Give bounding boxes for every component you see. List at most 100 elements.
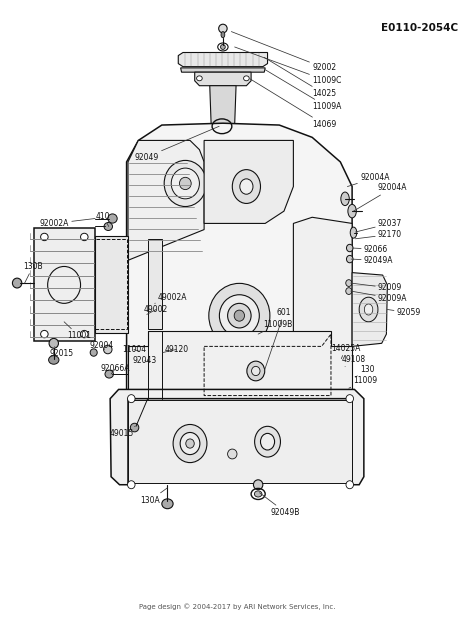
Ellipse shape [49, 355, 59, 364]
Ellipse shape [103, 345, 112, 354]
Polygon shape [195, 72, 251, 85]
Ellipse shape [247, 361, 264, 381]
Text: 92059: 92059 [387, 308, 421, 317]
Ellipse shape [346, 245, 353, 252]
Polygon shape [293, 217, 352, 353]
Ellipse shape [180, 177, 191, 189]
Polygon shape [128, 141, 204, 261]
Text: 11001: 11001 [64, 322, 91, 340]
Text: 92043: 92043 [133, 356, 157, 365]
Polygon shape [181, 68, 265, 72]
Text: 92015: 92015 [49, 347, 73, 358]
Ellipse shape [219, 295, 259, 337]
Ellipse shape [261, 433, 274, 450]
Text: 11009C: 11009C [235, 47, 342, 85]
Text: 92004A: 92004A [354, 183, 408, 211]
Text: 11004: 11004 [122, 345, 146, 354]
Polygon shape [204, 141, 293, 223]
Ellipse shape [346, 395, 354, 402]
Text: 92170: 92170 [356, 230, 402, 239]
Polygon shape [148, 240, 162, 329]
Ellipse shape [254, 480, 263, 490]
Ellipse shape [90, 349, 97, 356]
Text: 130A: 130A [141, 488, 167, 504]
Ellipse shape [81, 331, 88, 338]
Polygon shape [95, 236, 128, 333]
Polygon shape [127, 123, 352, 402]
Polygon shape [128, 400, 352, 483]
Text: 92066A: 92066A [101, 364, 130, 374]
Ellipse shape [365, 304, 373, 315]
Text: 601: 601 [264, 308, 292, 371]
Text: 92002: 92002 [231, 32, 336, 72]
Ellipse shape [346, 288, 352, 295]
Ellipse shape [234, 310, 245, 321]
Text: 130B: 130B [23, 262, 43, 283]
Ellipse shape [341, 192, 349, 206]
Text: 92004: 92004 [89, 340, 113, 350]
Ellipse shape [128, 395, 135, 402]
Text: 11009A: 11009A [265, 70, 342, 111]
Ellipse shape [255, 491, 262, 497]
Ellipse shape [219, 24, 227, 33]
Text: 92002A: 92002A [40, 219, 95, 228]
Ellipse shape [252, 366, 260, 376]
Polygon shape [352, 272, 387, 347]
Ellipse shape [173, 425, 207, 462]
Polygon shape [128, 331, 352, 402]
Ellipse shape [81, 233, 88, 241]
Text: 130: 130 [356, 365, 374, 377]
Ellipse shape [128, 481, 135, 489]
Ellipse shape [350, 227, 357, 238]
Text: 92049: 92049 [135, 126, 219, 162]
Text: 49002: 49002 [144, 305, 168, 314]
Text: E0110-2054C: E0110-2054C [381, 23, 458, 33]
Text: 49015: 49015 [109, 426, 135, 438]
Text: 92009A: 92009A [351, 291, 408, 303]
Ellipse shape [180, 433, 200, 454]
Ellipse shape [359, 297, 378, 322]
Ellipse shape [232, 170, 261, 204]
Ellipse shape [220, 45, 225, 50]
Text: 92037: 92037 [356, 219, 402, 232]
Ellipse shape [41, 233, 48, 241]
Polygon shape [210, 85, 236, 125]
Polygon shape [178, 53, 267, 67]
Text: 92066: 92066 [352, 245, 388, 254]
Polygon shape [110, 389, 364, 485]
Ellipse shape [348, 204, 356, 218]
Text: Page design © 2004-2017 by ARI Network Services, Inc.: Page design © 2004-2017 by ARI Network S… [139, 603, 335, 610]
Ellipse shape [228, 449, 237, 459]
Ellipse shape [12, 278, 22, 288]
Ellipse shape [228, 303, 251, 328]
Ellipse shape [221, 32, 225, 38]
Text: 92009: 92009 [351, 283, 402, 293]
Ellipse shape [255, 426, 281, 457]
Ellipse shape [130, 423, 139, 432]
Text: 14069: 14069 [250, 79, 337, 129]
Text: 49002A: 49002A [155, 293, 188, 303]
Ellipse shape [41, 331, 48, 338]
Ellipse shape [186, 439, 194, 448]
Ellipse shape [162, 499, 173, 509]
Text: 11009B: 11009B [258, 320, 292, 334]
Ellipse shape [171, 168, 200, 199]
Ellipse shape [244, 76, 249, 81]
Ellipse shape [104, 222, 112, 230]
Ellipse shape [105, 370, 113, 378]
Text: 14025A: 14025A [331, 344, 360, 358]
Polygon shape [34, 228, 95, 342]
Ellipse shape [164, 160, 207, 207]
Ellipse shape [209, 284, 270, 348]
Text: 92049B: 92049B [260, 493, 300, 517]
Text: 92049A: 92049A [351, 256, 393, 265]
Ellipse shape [49, 339, 58, 348]
Text: 49120: 49120 [163, 345, 188, 354]
Ellipse shape [197, 76, 202, 81]
Ellipse shape [346, 256, 353, 263]
Text: 14025: 14025 [264, 58, 336, 98]
Text: 11009: 11009 [349, 376, 378, 388]
Ellipse shape [346, 481, 354, 489]
Ellipse shape [240, 179, 253, 194]
Text: 92004A: 92004A [347, 173, 390, 186]
